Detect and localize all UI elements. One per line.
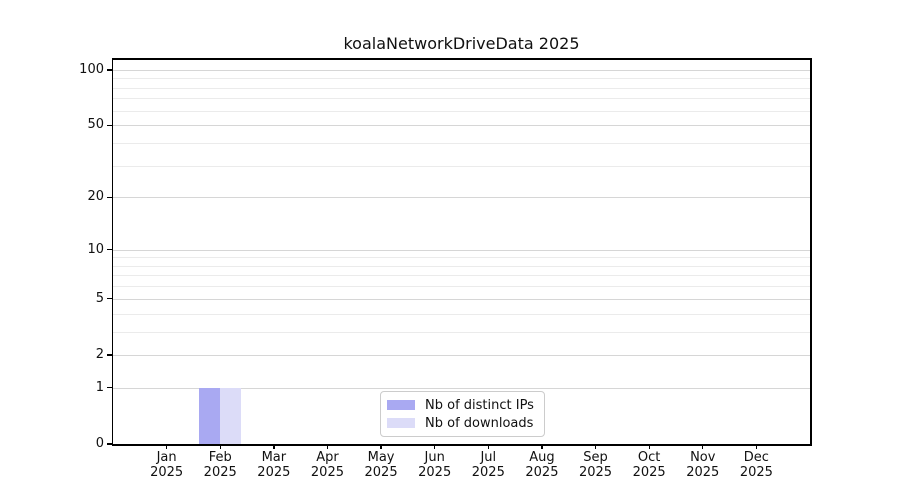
minor-gridline — [113, 78, 810, 80]
y-tick-label: 20 — [87, 189, 104, 205]
x-tick-mark — [273, 444, 275, 449]
x-tick-label: Feb 2025 — [204, 450, 237, 480]
y-tick-label: 1 — [95, 379, 104, 395]
chart-title: koalaNetworkDriveData 2025 — [343, 34, 580, 53]
x-tick-label: Aug 2025 — [525, 450, 558, 480]
y-tick-label: 0 — [95, 436, 104, 451]
x-tick-month: Mar — [261, 450, 287, 465]
x-tick-label: Sep 2025 — [579, 450, 612, 480]
major-gridline — [113, 298, 810, 300]
x-tick-year: 2025 — [686, 465, 720, 480]
x-tick-mark — [326, 444, 329, 449]
x-tick-month: Feb — [208, 450, 232, 465]
y-tick-mark — [106, 354, 112, 356]
y-tick-label: 50 — [87, 117, 104, 133]
x-tick-month: Aug — [529, 450, 555, 465]
x-tick-month: Nov — [690, 450, 716, 465]
minor-gridline — [113, 331, 810, 333]
legend-label: Nb of distinct IPs — [425, 397, 534, 413]
legend: Nb of distinct IPs Nb of downloads — [380, 391, 545, 437]
x-tick-year: 2025 — [257, 465, 291, 480]
x-tick-mark — [219, 444, 221, 449]
right-spine — [810, 60, 812, 444]
x-tick-year: 2025 — [578, 465, 613, 480]
y-tick-label: 100 — [79, 61, 104, 77]
y-tick-mark — [106, 196, 112, 198]
legend-entry: Nb of distinct IPs — [387, 396, 536, 414]
x-tick-month: Jan — [156, 450, 177, 465]
x-tick-year: 2025 — [739, 465, 773, 480]
x-tick-label: Apr 2025 — [311, 450, 344, 480]
x-tick-label: Oct 2025 — [633, 450, 666, 480]
x-tick-month: Jul — [480, 450, 497, 465]
x-tick-label: Mar 2025 — [257, 450, 290, 480]
bar-downloads — [220, 387, 242, 444]
minor-gridline — [113, 110, 810, 112]
x-tick-month: May — [367, 450, 395, 465]
x-tick-year: 2025 — [150, 465, 184, 480]
x-tick-month: Apr — [316, 450, 339, 465]
x-tick-year: 2025 — [471, 465, 505, 480]
minor-gridline — [113, 286, 810, 288]
y-tick-label: 2 — [95, 346, 104, 362]
x-tick-year: 2025 — [418, 465, 452, 480]
x-tick-label: Jun 2025 — [418, 450, 451, 480]
x-tick-label: May 2025 — [365, 450, 398, 480]
y-tick-mark — [106, 248, 112, 251]
x-tick-mark — [166, 444, 168, 449]
minor-gridline — [113, 98, 810, 100]
x-tick-label: Jan 2025 — [150, 450, 183, 480]
minor-gridline — [113, 265, 810, 267]
x-tick-label: Nov 2025 — [686, 450, 719, 480]
minor-gridline — [113, 313, 810, 315]
bar-distinct-ips — [199, 387, 221, 444]
y-tick-mark — [106, 69, 112, 71]
major-gridline — [113, 125, 810, 127]
major-gridline — [113, 249, 810, 251]
major-gridline — [113, 197, 810, 199]
x-tick-month: Oct — [637, 450, 661, 465]
legend-label: Nb of downloads — [425, 415, 534, 431]
x-tick-month: Jun — [424, 450, 445, 465]
x-tick-label: Jul 2025 — [472, 450, 505, 480]
x-tick-mark — [755, 444, 758, 449]
minor-gridline — [113, 87, 810, 89]
x-tick-mark — [594, 444, 597, 449]
legend-swatch — [387, 400, 415, 410]
y-tick-mark — [106, 387, 112, 389]
minor-gridline — [113, 275, 810, 277]
legend-swatch — [387, 418, 415, 428]
legend-entry: Nb of downloads — [387, 414, 536, 432]
x-tick-mark — [434, 444, 436, 449]
y-tick-label: 10 — [87, 241, 104, 257]
top-spine — [111, 58, 812, 60]
y-tick-label: 5 — [95, 290, 104, 306]
x-tick-mark — [487, 444, 489, 449]
bottom-spine — [111, 444, 812, 446]
y-tick-mark — [106, 124, 112, 126]
x-tick-year: 2025 — [364, 465, 398, 480]
x-tick-year: 2025 — [525, 465, 559, 480]
y-tick-mark — [106, 298, 112, 300]
x-tick-mark — [702, 444, 704, 449]
major-gridline — [113, 387, 810, 389]
x-tick-year: 2025 — [310, 465, 344, 480]
y-tick-mark — [106, 443, 112, 445]
x-tick-year: 2025 — [632, 465, 666, 480]
x-tick-mark — [541, 444, 543, 449]
minor-gridline — [113, 142, 810, 144]
x-tick-year: 2025 — [203, 465, 237, 480]
minor-gridline — [113, 165, 810, 167]
x-tick-month: Sep — [583, 450, 608, 465]
x-tick-label: Dec 2025 — [740, 450, 773, 480]
x-tick-mark — [648, 444, 650, 449]
left-spine — [111, 60, 114, 444]
x-tick-month: Dec — [743, 450, 769, 465]
minor-gridline — [113, 257, 810, 259]
major-gridline — [113, 354, 810, 356]
plot-area — [113, 60, 810, 444]
major-gridline — [113, 69, 810, 71]
x-tick-mark — [380, 444, 382, 449]
